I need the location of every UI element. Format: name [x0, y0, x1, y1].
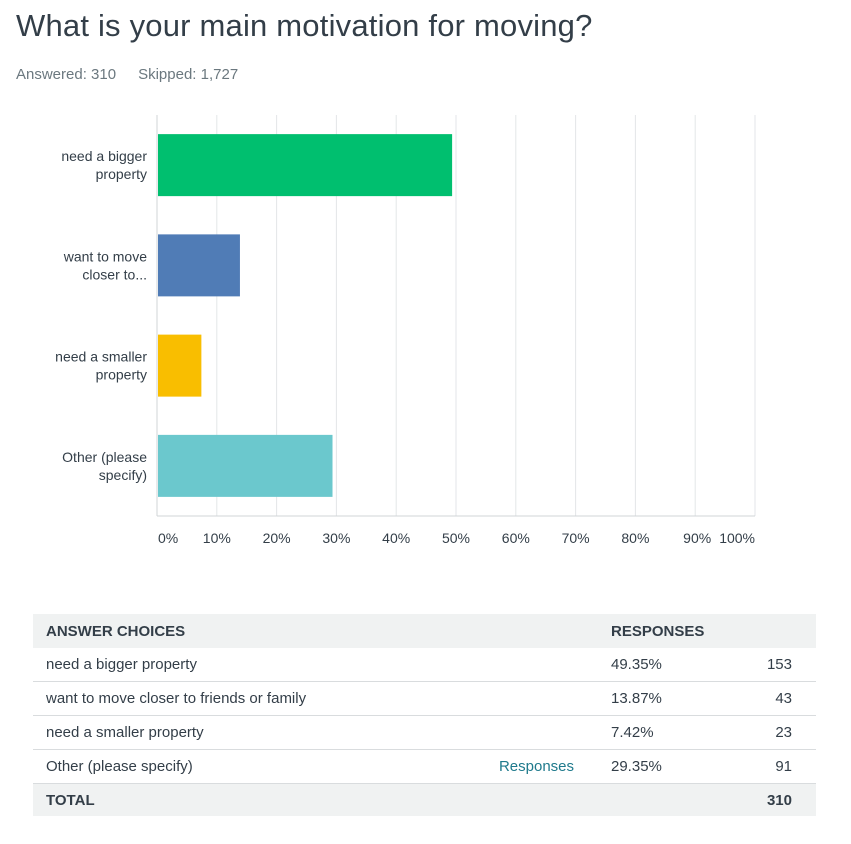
- total-spacer: [598, 783, 761, 816]
- x-tick-label: 60%: [502, 530, 530, 546]
- choice-text: want to move closer to friends or family: [46, 690, 307, 707]
- header-answer-choices: ANSWER CHOICES: [33, 614, 598, 648]
- table-row: need a smaller property 7.42% 23: [33, 715, 816, 750]
- response-count: 153: [761, 648, 816, 682]
- bar: [158, 234, 240, 297]
- answered-count: Answered: 310: [16, 66, 117, 83]
- choice-label: need a bigger property: [33, 648, 598, 682]
- response-percent: 7.42%: [598, 715, 761, 750]
- bar-chart: 0% 10% 20% 30% 40% 50% 60% 70% 80% 90% 100% need a …: [55, 115, 756, 546]
- response-count: 23: [761, 715, 816, 750]
- skipped-count: Skipped: 1,727: [138, 66, 239, 83]
- category-label: want to move: [63, 248, 147, 264]
- x-tick-label: 0%: [158, 530, 178, 546]
- category-label: specify): [99, 467, 147, 483]
- response-count: 91: [761, 749, 816, 784]
- response-stats: Answered: 310 Skipped: 1,727: [16, 66, 238, 83]
- x-tick-label: 70%: [562, 530, 590, 546]
- table-row: Other (please specify) Responses 29.35% …: [33, 749, 816, 784]
- choice-text: need a bigger property: [46, 656, 197, 673]
- x-tick-label: 40%: [382, 530, 410, 546]
- x-tick-label: 10%: [203, 530, 231, 546]
- bar: [158, 434, 333, 497]
- response-percent: 49.35%: [598, 648, 761, 682]
- header-responses: RESPONSES: [598, 614, 816, 648]
- total-count: 310: [761, 783, 816, 816]
- category-label: property: [96, 367, 147, 383]
- choice-text: Other (please specify): [46, 758, 193, 775]
- category-label: closer to...: [82, 266, 147, 282]
- table-header-row: ANSWER CHOICES RESPONSES: [33, 614, 816, 648]
- response-count: 43: [761, 681, 816, 716]
- table-row: need a bigger property 49.35% 153: [33, 648, 816, 682]
- bar: [158, 334, 202, 397]
- category-label: Other (please: [62, 449, 147, 465]
- category-label: need a smaller: [55, 349, 147, 365]
- category-label: need a bigger: [61, 148, 147, 164]
- response-percent: 29.35%: [598, 749, 761, 784]
- response-percent: 13.87%: [598, 681, 761, 716]
- x-tick-label: 100%: [719, 530, 755, 546]
- results-table: ANSWER CHOICES RESPONSES need a bigger p…: [33, 614, 816, 816]
- x-tick-label: 30%: [322, 530, 350, 546]
- other-responses-link[interactable]: Responses: [498, 758, 574, 775]
- choice-text: need a smaller property: [46, 724, 204, 741]
- choice-label: want to move closer to friends or family: [33, 681, 598, 716]
- choice-label: Other (please specify) Responses: [33, 749, 598, 784]
- table-row: want to move closer to friends or family…: [33, 681, 816, 716]
- choice-label: need a smaller property: [33, 715, 598, 750]
- question-title: What is your main motivation for moving?: [16, 8, 593, 43]
- x-tick-label: 90%: [683, 530, 711, 546]
- bar: [158, 134, 453, 197]
- category-label: property: [96, 166, 147, 182]
- x-tick-label: 80%: [621, 530, 649, 546]
- x-tick-label: 50%: [442, 530, 470, 546]
- total-row: TOTAL 310: [33, 783, 816, 816]
- total-label: TOTAL: [33, 783, 598, 816]
- x-tick-label: 20%: [263, 530, 291, 546]
